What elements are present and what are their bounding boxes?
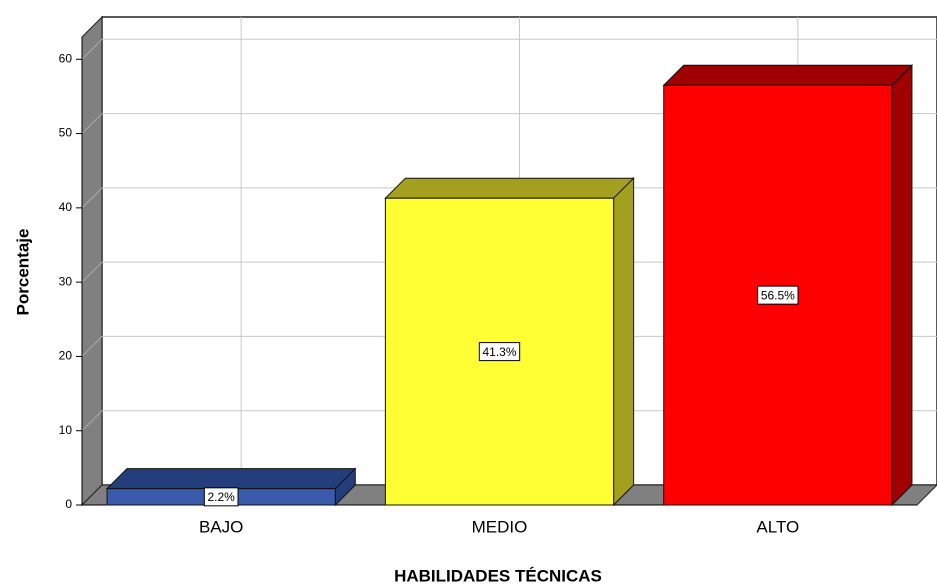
y-tick-label: 0 — [65, 497, 72, 511]
y-tick-label: 50 — [59, 126, 73, 140]
bar-group: 56.5% — [662, 64, 914, 507]
y-axis-title: Porcentaje — [13, 229, 32, 316]
y-tick-label: 40 — [59, 200, 73, 214]
x-tick-label: BAJO — [199, 517, 243, 536]
y-tick-label: 60 — [59, 51, 73, 65]
bar-group: 41.3% — [384, 176, 635, 507]
x-tick-label: MEDIO — [472, 517, 528, 536]
grid-line — [81, 336, 103, 357]
grid-line — [81, 113, 103, 134]
value-label-box — [757, 285, 799, 305]
y-tick-label: 10 — [59, 423, 73, 437]
grid-line — [81, 410, 103, 432]
bar-top — [384, 177, 635, 199]
bar-side — [891, 64, 913, 507]
grid-line — [81, 38, 103, 60]
bar-top — [105, 468, 357, 490]
bar-group: 2.2% — [105, 467, 357, 507]
value-label: 56.5% — [761, 288, 795, 302]
x-tick-label: ALTO — [756, 517, 799, 536]
y-tick-label: 20 — [59, 349, 73, 363]
value-label-box — [203, 487, 239, 507]
grid-line — [81, 187, 103, 209]
bar-top — [662, 64, 914, 86]
value-label: 2.2% — [207, 490, 235, 504]
x-axis-title: HABILIDADES TÉCNICAS — [394, 566, 602, 585]
y-tick-label: 30 — [59, 274, 73, 288]
value-label-box — [478, 342, 521, 362]
left-wall — [81, 15, 103, 507]
value-label: 41.3% — [482, 345, 516, 359]
bar-side — [613, 176, 635, 507]
grid-line — [81, 261, 103, 283]
